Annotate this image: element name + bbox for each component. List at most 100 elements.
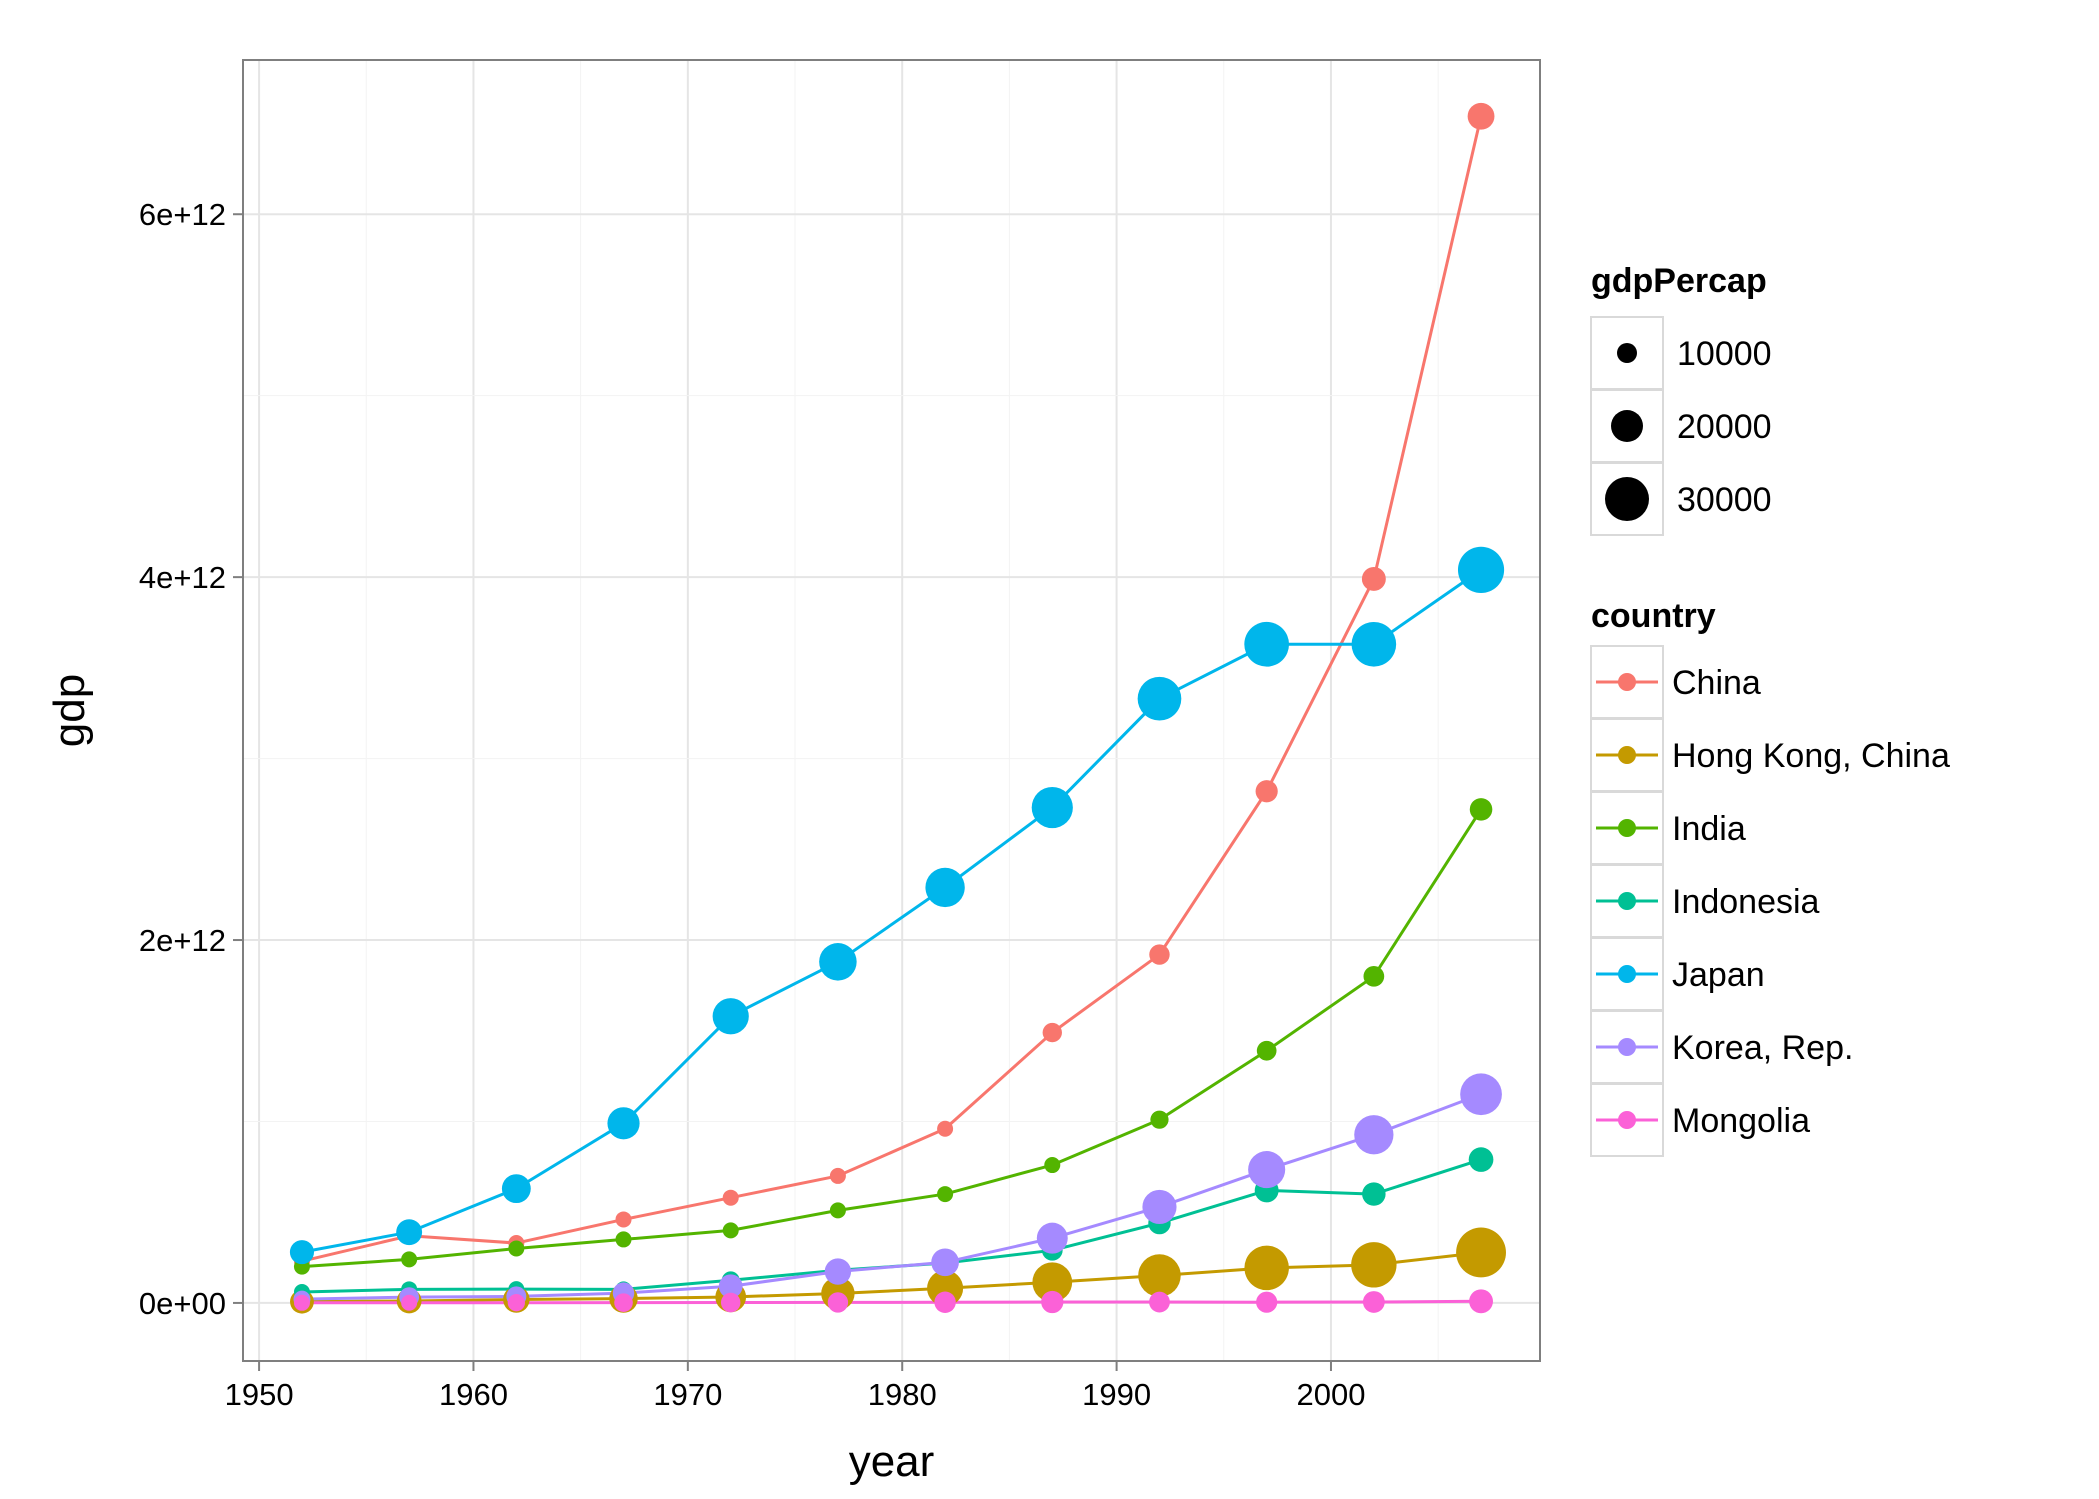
color-legend-title: country <box>1591 597 1716 635</box>
data-point-hong-kong-china <box>1351 1242 1397 1288</box>
size-legend-label: 30000 <box>1677 481 1772 519</box>
x-tick-label: 2000 <box>1296 1377 1365 1412</box>
data-point-korea-rep <box>1036 1222 1068 1254</box>
data-point-mongolia <box>1149 1291 1170 1313</box>
data-point-hong-kong-china <box>1244 1245 1289 1291</box>
x-axis: 1950 1960 1970 1980 1990 2000 <box>225 1361 1365 1412</box>
data-point-china <box>615 1211 632 1228</box>
x-tick-label: 1990 <box>1082 1377 1151 1412</box>
data-point-japan <box>1457 546 1505 593</box>
data-point-korea-rep <box>1142 1189 1177 1225</box>
data-point-china <box>1255 780 1278 803</box>
color-legend-dot <box>1618 673 1636 691</box>
data-point-japan <box>289 1240 315 1265</box>
data-point-japan <box>501 1174 531 1204</box>
size-legend-dot <box>1605 477 1649 521</box>
data-point-china <box>1467 102 1495 130</box>
size-legend: gdpPercap 10000 20000 30000 <box>1590 262 1772 536</box>
data-point-india <box>1469 798 1493 821</box>
data-point-korea-rep <box>931 1248 959 1277</box>
data-point-mongolia <box>1362 1291 1385 1313</box>
data-point-japan <box>925 867 965 908</box>
data-point-mongolia <box>1041 1290 1064 1314</box>
size-legend-dot <box>1611 410 1643 442</box>
x-tick-label: 1980 <box>868 1377 937 1412</box>
color-legend-dot <box>1618 892 1636 910</box>
data-point-india <box>508 1240 525 1257</box>
data-point-mongolia <box>934 1291 956 1313</box>
data-point-japan <box>712 998 749 1035</box>
data-point-india <box>722 1222 739 1239</box>
series-points <box>289 102 1506 1314</box>
series-line-china <box>301 115 1483 1263</box>
data-point-india <box>1150 1110 1169 1129</box>
y-tick-label: 2e+12 <box>139 923 226 958</box>
color-legend-label: Hong Kong, China <box>1672 737 1950 775</box>
color-legend-dot <box>1618 819 1636 837</box>
data-point-hong-kong-china <box>1032 1262 1073 1303</box>
data-point-mongolia <box>293 1294 310 1311</box>
size-legend-title: gdpPercap <box>1591 262 1767 300</box>
y-axis: 0e+00 2e+12 4e+12 6e+12 <box>139 197 243 1321</box>
color-legend-label: Mongolia <box>1672 1102 1810 1140</box>
data-point-india <box>615 1231 632 1248</box>
data-point-india <box>1044 1157 1061 1174</box>
color-legend-label: Korea, Rep. <box>1672 1029 1853 1067</box>
data-point-japan <box>1137 676 1182 721</box>
data-point-china <box>829 1167 846 1184</box>
y-axis-title: gdp <box>45 674 94 747</box>
data-point-japan <box>607 1107 640 1140</box>
data-point-china <box>1149 944 1170 965</box>
size-legend-label: 10000 <box>1677 335 1772 373</box>
series-line-korea-rep <box>301 1092 1482 1301</box>
data-point-hong-kong-china <box>1138 1254 1181 1297</box>
data-point-japan <box>396 1219 423 1246</box>
gridlines <box>243 60 1540 1361</box>
data-point-mongolia <box>401 1294 418 1311</box>
data-point-india <box>1363 965 1385 987</box>
color-legend-dot <box>1618 1111 1636 1129</box>
data-point-korea-rep <box>824 1258 852 1285</box>
size-legend-dot <box>1617 343 1637 363</box>
data-point-hong-kong-china <box>1456 1227 1506 1278</box>
color-legend-dot <box>1618 1038 1636 1056</box>
data-point-china <box>1361 566 1386 591</box>
x-tick-label: 1960 <box>439 1377 508 1412</box>
color-legend-label: Indonesia <box>1672 883 1820 921</box>
data-point-mongolia <box>507 1294 525 1312</box>
x-tick-label: 1950 <box>225 1377 294 1412</box>
x-tick-label: 1970 <box>653 1377 722 1412</box>
data-point-japan <box>1244 621 1290 667</box>
y-tick-label: 0e+00 <box>139 1286 226 1321</box>
series-line-mongolia <box>301 1299 1482 1305</box>
x-axis-title: year <box>849 1437 935 1486</box>
color-legend: country China Hong Kong, China India Indone… <box>1590 597 1950 1157</box>
data-point-mongolia <box>1469 1289 1493 1314</box>
data-point-mongolia <box>1256 1291 1278 1313</box>
data-point-japan <box>1351 621 1397 667</box>
data-point-korea-rep <box>1460 1073 1502 1116</box>
data-point-indonesia <box>1468 1147 1494 1172</box>
data-point-china <box>937 1120 954 1137</box>
data-point-japan <box>1031 786 1073 829</box>
data-point-korea-rep <box>1248 1151 1286 1189</box>
y-tick-label: 6e+12 <box>139 197 226 232</box>
data-point-india <box>829 1202 846 1219</box>
plot-panel <box>243 60 1540 1361</box>
size-legend-label: 20000 <box>1677 408 1772 446</box>
color-legend-label: Japan <box>1672 956 1765 994</box>
data-point-china <box>722 1189 739 1206</box>
color-legend-label: India <box>1672 810 1746 848</box>
data-point-india <box>401 1251 418 1268</box>
y-tick-label: 4e+12 <box>139 560 226 595</box>
data-point-india <box>937 1186 954 1203</box>
data-point-mongolia <box>827 1292 849 1313</box>
data-point-china <box>1042 1022 1062 1043</box>
data-point-india <box>1256 1040 1277 1061</box>
plot-border <box>242 59 1541 1362</box>
color-legend-dot <box>1618 746 1636 764</box>
color-legend-dot <box>1618 965 1636 983</box>
data-point-mongolia <box>614 1293 633 1312</box>
data-point-korea-rep <box>718 1274 743 1299</box>
